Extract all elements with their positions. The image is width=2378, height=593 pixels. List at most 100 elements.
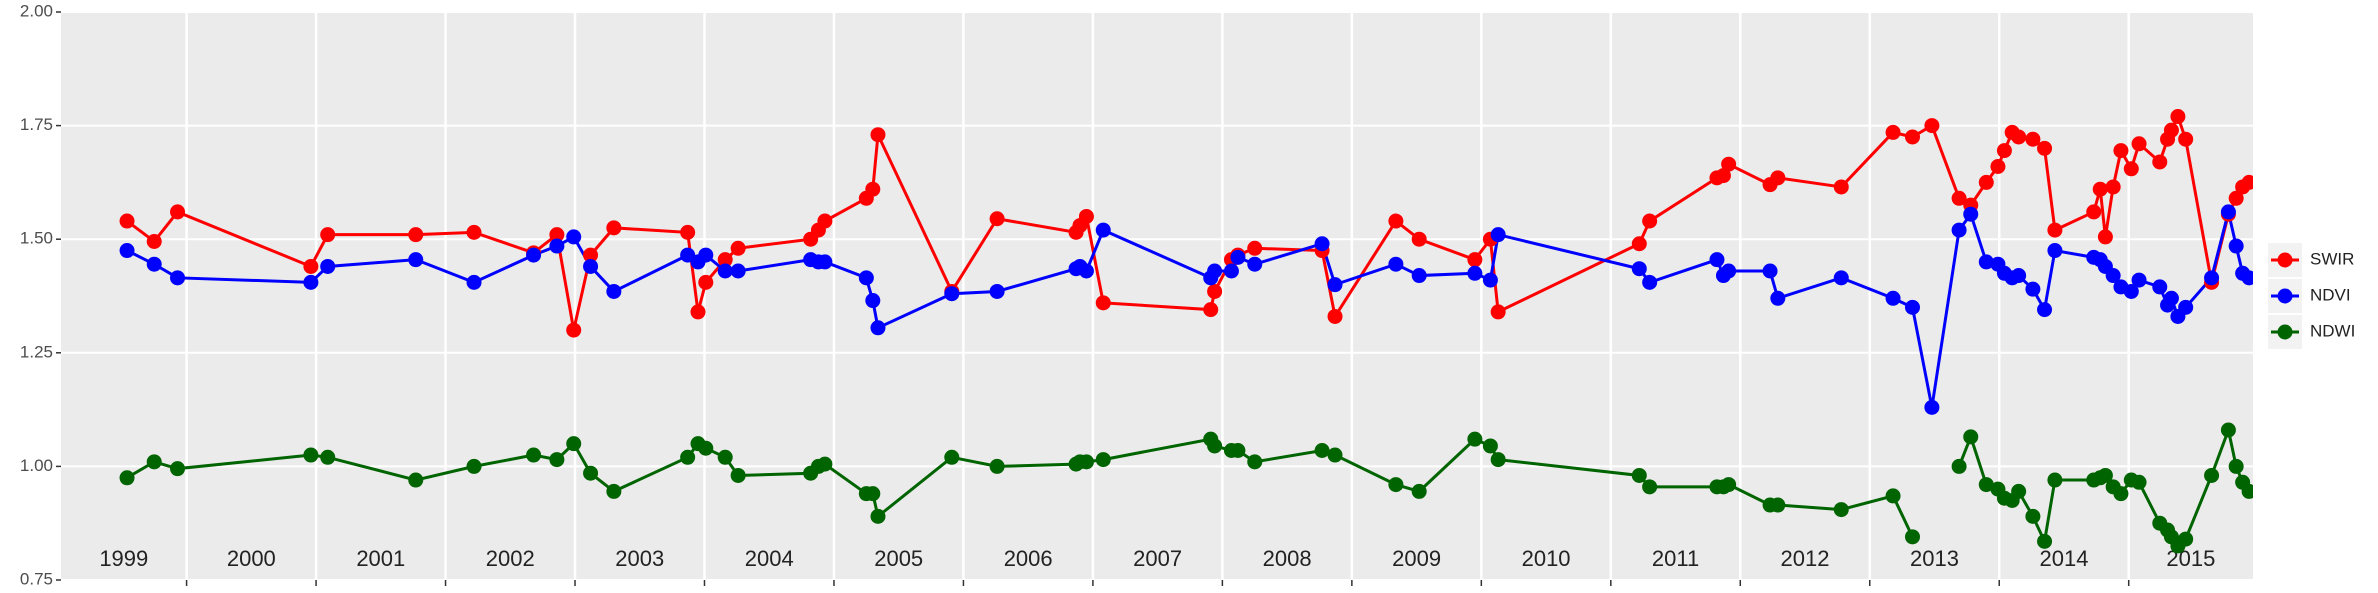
- year-label: 2005: [874, 546, 923, 571]
- data-point: [549, 238, 565, 254]
- data-point: [1951, 222, 1967, 238]
- data-point: [2047, 222, 2063, 238]
- year-label: 2001: [356, 546, 405, 571]
- data-point: [2163, 290, 2179, 306]
- data-point: [320, 449, 336, 465]
- data-point: [1095, 222, 1111, 238]
- data-point: [1411, 483, 1427, 499]
- data-point: [1963, 429, 1979, 445]
- plot-panel: [61, 12, 2253, 580]
- year-label: 2000: [227, 546, 276, 571]
- data-point: [2220, 204, 2236, 220]
- data-point: [1924, 399, 1940, 415]
- y-tick-label: 1.00: [20, 456, 53, 475]
- data-point: [2241, 483, 2253, 499]
- data-point: [566, 322, 582, 338]
- data-point: [1078, 454, 1094, 470]
- data-point: [2178, 131, 2194, 147]
- data-point: [1078, 208, 1094, 224]
- year-label: 2009: [1392, 546, 1441, 571]
- data-point: [2047, 243, 2063, 259]
- data-point: [408, 472, 424, 488]
- data-point: [2123, 161, 2139, 177]
- data-point: [1904, 129, 1920, 145]
- data-point: [2037, 140, 2053, 156]
- year-label: 2007: [1133, 546, 1182, 571]
- data-point: [817, 254, 833, 270]
- data-point: [1721, 477, 1737, 493]
- data-point: [2220, 422, 2236, 438]
- data-point: [1770, 290, 1786, 306]
- data-point: [2113, 143, 2129, 159]
- data-point: [119, 213, 135, 229]
- data-point: [989, 283, 1005, 299]
- data-point: [2228, 238, 2244, 254]
- data-point: [2037, 533, 2053, 549]
- data-point: [870, 508, 886, 524]
- data-point: [1230, 442, 1246, 458]
- data-point: [119, 470, 135, 486]
- year-label: 2002: [486, 546, 535, 571]
- data-point: [1885, 124, 1901, 140]
- data-point: [2178, 531, 2194, 547]
- data-point: [1230, 249, 1246, 265]
- data-point: [303, 447, 319, 463]
- data-point: [2131, 136, 2147, 152]
- data-point: [989, 211, 1005, 227]
- data-point: [466, 274, 482, 290]
- y-tick-label: 2.00: [20, 1, 53, 20]
- year-label: 2014: [2039, 546, 2088, 571]
- data-point: [1482, 438, 1498, 454]
- data-point: [583, 465, 599, 481]
- data-point: [680, 449, 696, 465]
- data-point: [1207, 283, 1223, 299]
- data-point: [1770, 497, 1786, 513]
- data-point: [566, 436, 582, 452]
- legend-label: NDVI: [2310, 285, 2351, 304]
- data-point: [1770, 170, 1786, 186]
- data-point: [1642, 274, 1658, 290]
- data-point: [1314, 236, 1330, 252]
- data-point: [2097, 229, 2113, 245]
- data-point: [2025, 281, 2041, 297]
- data-point: [1490, 227, 1506, 243]
- y-tick-label: 1.75: [20, 115, 53, 134]
- data-point: [2131, 474, 2147, 490]
- data-point: [1709, 252, 1725, 268]
- year-label: 2004: [745, 546, 794, 571]
- data-point: [1490, 304, 1506, 320]
- data-point: [146, 454, 162, 470]
- data-point: [1327, 277, 1343, 293]
- data-point: [698, 274, 714, 290]
- data-point: [583, 258, 599, 274]
- data-point: [1078, 263, 1094, 279]
- data-point: [549, 452, 565, 468]
- data-point: [1203, 302, 1219, 318]
- data-point: [1411, 268, 1427, 284]
- data-point: [1247, 454, 1263, 470]
- data-point: [2228, 190, 2244, 206]
- data-point: [170, 204, 186, 220]
- data-point: [2092, 181, 2108, 197]
- data-point: [1904, 299, 1920, 315]
- data-point: [2086, 204, 2102, 220]
- legend-label: SWIR: [2310, 249, 2354, 268]
- data-point: [119, 243, 135, 259]
- data-point: [865, 181, 881, 197]
- data-point: [2047, 472, 2063, 488]
- data-point: [606, 483, 622, 499]
- data-point: [1327, 308, 1343, 324]
- data-point: [2152, 154, 2168, 170]
- data-point: [2241, 270, 2253, 286]
- data-point: [680, 224, 696, 240]
- data-point: [320, 227, 336, 243]
- data-point: [1247, 240, 1263, 256]
- data-point: [1223, 263, 1239, 279]
- data-point: [1247, 256, 1263, 272]
- data-point: [717, 252, 733, 268]
- data-point: [858, 270, 874, 286]
- data-point: [408, 227, 424, 243]
- y-tick-label: 0.75: [20, 569, 53, 588]
- data-point: [1951, 458, 1967, 474]
- data-point: [606, 220, 622, 236]
